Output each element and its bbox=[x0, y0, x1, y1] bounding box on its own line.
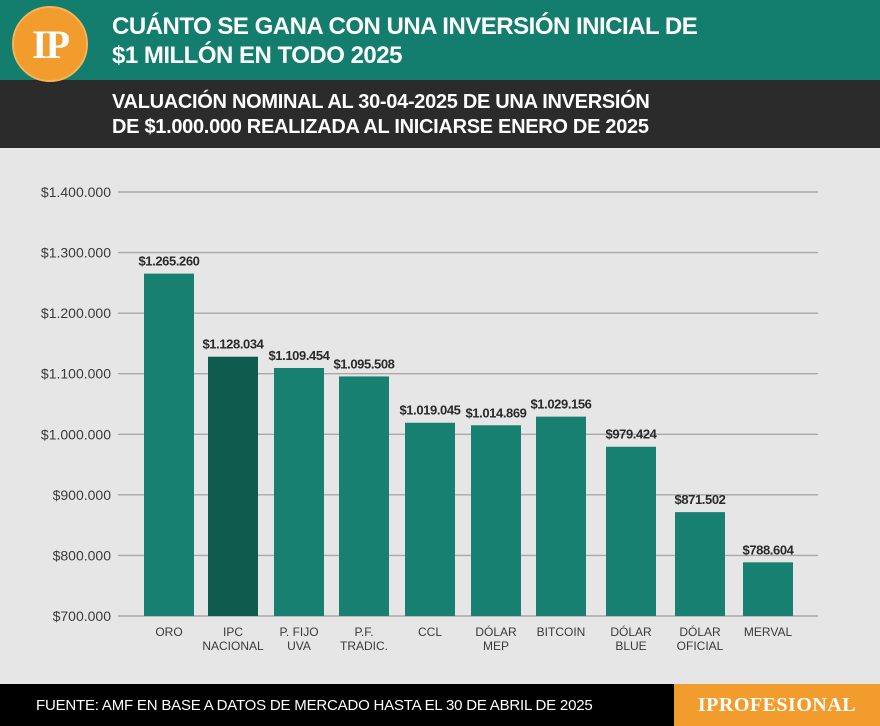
category-label: ORO bbox=[155, 625, 182, 639]
category-label: MERVAL bbox=[744, 625, 793, 639]
data-label: $1.029.156 bbox=[530, 397, 591, 412]
category-label: NACIONAL bbox=[202, 639, 264, 653]
y-tick-label: $1.100.000 bbox=[41, 366, 111, 382]
y-tick-label: $700.000 bbox=[53, 608, 112, 624]
category-label: TRADIC. bbox=[340, 639, 388, 653]
bar bbox=[675, 512, 725, 616]
data-label: $1.095.508 bbox=[333, 356, 394, 371]
y-tick-label: $1.000.000 bbox=[41, 426, 111, 442]
category-label: CCL bbox=[418, 625, 442, 639]
brand-badge: IPROFESIONAL bbox=[674, 684, 880, 726]
category-label: DÓLAR bbox=[679, 624, 721, 639]
data-label: $1.014.869 bbox=[465, 405, 526, 420]
y-tick-label: $800.000 bbox=[53, 547, 112, 563]
subtitle-banner bbox=[0, 80, 880, 148]
title-banner bbox=[0, 0, 880, 80]
bar bbox=[274, 367, 324, 616]
logo-text: IP bbox=[32, 21, 70, 67]
bar-chart: $700.000 $800.000 $900.000 $1.000.000 $1.100… bbox=[41, 184, 818, 653]
category-label: BITCOIN bbox=[537, 625, 586, 639]
bar bbox=[536, 416, 586, 616]
data-label: $1.019.045 bbox=[399, 403, 460, 418]
category-label: UVA bbox=[287, 639, 311, 653]
category-label: P.F. bbox=[354, 625, 373, 639]
bar bbox=[339, 376, 389, 616]
data-label: $788.604 bbox=[742, 542, 794, 557]
bar bbox=[144, 273, 194, 616]
category-label: DÓLAR bbox=[610, 624, 652, 639]
category-label: MEP bbox=[483, 639, 509, 653]
bar bbox=[743, 562, 793, 616]
y-tick-label: $1.300.000 bbox=[41, 245, 111, 261]
data-label: $871.502 bbox=[674, 492, 725, 507]
main-title: CUÁNTO SE GANA CON UNA INVERSIÓN INICIAL… bbox=[112, 13, 698, 69]
bar bbox=[606, 446, 656, 616]
iprofesional-logo: IP bbox=[12, 6, 88, 82]
source-note: FUENTE: AMF EN BASE A DATOS DE MERCADO H… bbox=[36, 697, 593, 714]
category-label: OFICIAL bbox=[677, 639, 724, 653]
y-tick-label: $1.200.000 bbox=[41, 305, 111, 321]
brand-name: IPROFESIONAL bbox=[697, 693, 857, 716]
data-label: $1.128.034 bbox=[202, 337, 264, 352]
y-tick-label: $1.400.000 bbox=[41, 184, 111, 200]
data-label: $1.109.454 bbox=[268, 348, 330, 363]
chart-subtitle: VALUACIÓN NOMINAL AL 30-04-2025 DE UNA I… bbox=[112, 91, 650, 138]
category-label: DÓLAR bbox=[475, 624, 517, 639]
category-label: P. FIJO bbox=[279, 625, 318, 639]
data-label: $979.424 bbox=[605, 427, 657, 442]
bar bbox=[471, 425, 521, 616]
bar bbox=[405, 422, 455, 616]
category-label: IPC bbox=[223, 625, 243, 639]
bar bbox=[208, 356, 258, 616]
data-label: $1.265.260 bbox=[138, 254, 199, 269]
y-tick-label: $900.000 bbox=[53, 487, 112, 503]
category-label: BLUE bbox=[615, 639, 646, 653]
